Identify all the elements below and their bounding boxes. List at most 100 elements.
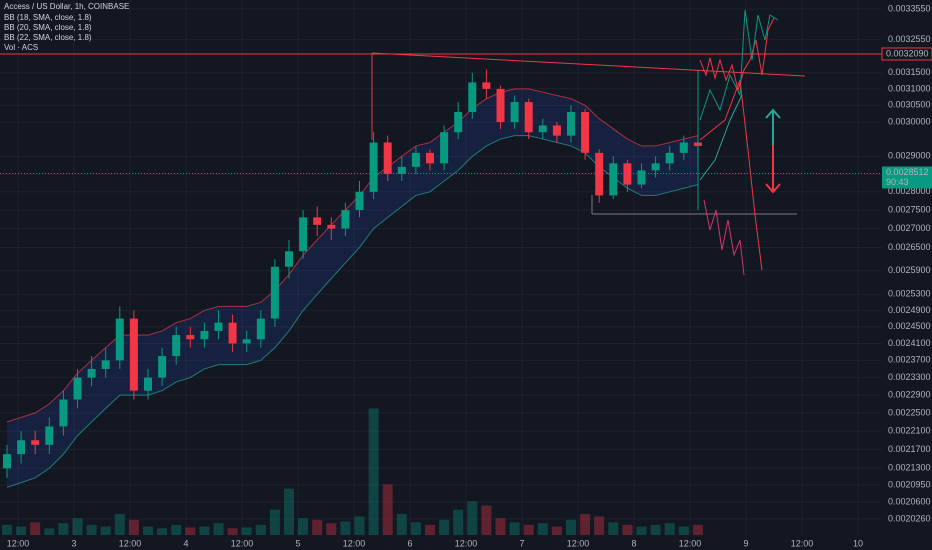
candle-body [355, 191, 364, 211]
candle-body [440, 132, 449, 164]
x-tick-label: 5 [295, 538, 300, 548]
trend-line [371, 52, 806, 77]
volume-bar [284, 488, 294, 535]
y-tick-label: 0.0022500 [888, 407, 931, 417]
y-tick-label: 0.0020260 [888, 513, 931, 523]
candle-body [524, 102, 533, 133]
price-line-label: 0.0032090 [886, 48, 929, 58]
volume-bar [44, 528, 55, 535]
candle-body [595, 152, 604, 196]
candle-body [3, 454, 11, 469]
arrow-down-head [765, 183, 781, 194]
volume-bar [467, 501, 478, 535]
candle-body [383, 142, 392, 174]
candle-body [31, 440, 40, 445]
volume-bar [368, 408, 379, 535]
candle-body [115, 318, 124, 361]
volume-bar [199, 526, 210, 535]
candle-body [186, 335, 195, 340]
volume-bar [594, 516, 605, 535]
volume-bar [241, 527, 252, 535]
volume-bar [636, 526, 647, 535]
volume-bar [157, 528, 168, 535]
projection-path [699, 94, 743, 181]
y-tick-label: 0.0023700 [888, 355, 931, 365]
volume-bar [692, 524, 703, 535]
candle-body [567, 112, 575, 136]
x-tick-label: 12:00 [567, 538, 590, 548]
y-tick-label: 0.0024900 [888, 305, 931, 315]
volume-bar [185, 527, 196, 535]
x-tick-label: 12:00 [7, 538, 30, 548]
volume [2, 408, 703, 535]
projection-path [699, 9, 779, 121]
x-tick-label: 7 [519, 538, 524, 548]
volume-bar [523, 524, 534, 535]
volume-bar [566, 519, 576, 535]
price-line-tag [881, 47, 932, 61]
x-tick-label: 9 [743, 538, 748, 548]
x-tick-label: 6 [407, 538, 412, 548]
volume-bar [509, 522, 520, 535]
y-tick-label: 0.0026500 [888, 242, 931, 252]
volume-bar [439, 519, 450, 535]
candle-body [411, 152, 420, 167]
candle-body [313, 217, 322, 225]
overlay: 0.0033550 0.0032550 0.0031500 0.0031000 0.00… [0, 3, 932, 548]
candle-body [341, 210, 350, 229]
volume-bar [114, 513, 125, 535]
indicator-label: BB (20, SMA, close, 1.8) [4, 23, 92, 32]
volume-bar [453, 509, 464, 535]
volume-bar [622, 524, 633, 535]
indicator-label: BB (22, SMA, close, 1.8) [4, 33, 92, 42]
x-tick-label: 10 [853, 538, 863, 548]
y-tick-label: 0.0030500 [888, 100, 931, 110]
y-tick-label: 0.0030000 [888, 116, 931, 126]
x-tick-label: 4 [183, 538, 188, 548]
volume-bar [354, 516, 365, 535]
x-tick-label: 12:00 [231, 538, 254, 548]
volume-bar [396, 513, 407, 535]
x-tick-label: 12:00 [343, 538, 366, 548]
volume-bar [171, 524, 182, 535]
volume-bar [227, 528, 238, 535]
candle-body [158, 356, 167, 378]
candle-body [214, 322, 223, 331]
y-tick-label: 0.0032550 [888, 34, 931, 44]
volume-bar [143, 526, 153, 535]
volume-bar [72, 518, 83, 535]
volume-bar [16, 526, 27, 535]
candle-body [397, 166, 406, 174]
candle-body [426, 152, 434, 164]
volume-bar [298, 518, 309, 535]
candle-body [270, 266, 279, 319]
y-tick-label: 0.0020950 [888, 479, 931, 489]
candle-body [285, 251, 293, 267]
candle-body [172, 335, 181, 357]
volume-bar [551, 526, 562, 535]
indicator-label: Vol · ACS [4, 43, 38, 52]
y-tick-label: 0.0028000 [888, 186, 931, 196]
candle-body [101, 360, 110, 369]
candle-body [369, 142, 378, 192]
candle-body [510, 102, 519, 123]
volume-bar [213, 523, 224, 535]
projection-path [703, 199, 745, 276]
candle-body [45, 426, 54, 445]
volume-bar [2, 524, 12, 535]
x-tick-label: 8 [631, 538, 636, 548]
last-price-tag [882, 166, 932, 189]
candle-body [482, 82, 491, 89]
candle-body [228, 322, 237, 344]
candle-body [552, 125, 561, 136]
volume-bar [30, 522, 41, 535]
countdown-label: 90:43 [886, 177, 909, 187]
candle-body [327, 224, 336, 229]
candle-body [129, 318, 138, 391]
projection-path [699, 79, 763, 271]
y-tick-label: 0.0021300 [888, 463, 931, 473]
candle-body [581, 112, 590, 153]
y-tick-label: 0.0024500 [888, 321, 931, 331]
